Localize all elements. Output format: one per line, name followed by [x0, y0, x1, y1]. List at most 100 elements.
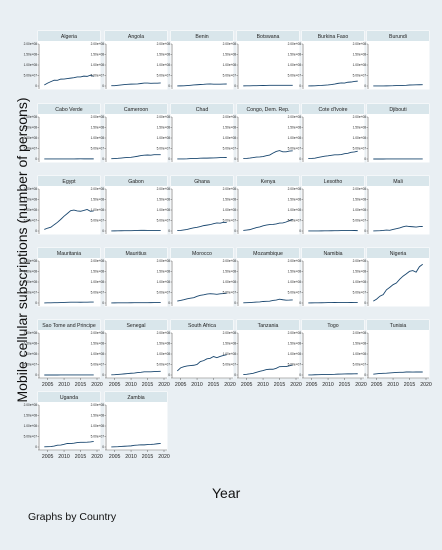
y-tick-label: 1.00e+08	[157, 208, 171, 212]
y-tick-label: 1.50e+08	[223, 342, 237, 346]
panel-title: Cote d'Ivoire	[319, 107, 348, 113]
y-tick-label: 1.50e+08	[353, 198, 367, 202]
y-tick-label: 0	[364, 229, 366, 233]
series-line	[308, 150, 358, 159]
y-tick-label: 1.00e+08	[288, 208, 302, 212]
y-tick-label: 0	[35, 373, 37, 377]
y-tick-label: 5.00e+07	[91, 219, 105, 223]
y-tick-label: 5.00e+07	[24, 435, 38, 439]
panel-title: Uganda	[60, 395, 78, 401]
y-tick-label: 5.00e+07	[91, 363, 105, 367]
y-tick-label: 1.50e+08	[353, 126, 367, 130]
y-tick-label: 5.00e+07	[288, 291, 302, 295]
y-tick-label: 2.00e+08	[353, 331, 367, 335]
series-line	[177, 83, 227, 87]
y-tick-label: 5.00e+07	[223, 291, 237, 295]
y-tick-label: 5.00e+07	[223, 74, 237, 78]
panel-title: Nigeria	[390, 251, 407, 257]
panel-title: Tanzania	[258, 323, 279, 329]
y-tick-label: 1.00e+08	[91, 63, 105, 67]
y-tick-label: 2.00e+08	[223, 331, 237, 335]
y-tick-label: 1.50e+08	[223, 53, 237, 57]
y-tick-label: 5.00e+07	[353, 147, 367, 151]
y-tick-label: 1.00e+08	[288, 280, 302, 284]
panel-header	[367, 320, 429, 330]
y-tick-label: 1.50e+08	[91, 270, 105, 274]
x-tick-label: 2020	[355, 382, 367, 388]
y-tick-label: 5.00e+07	[24, 363, 38, 367]
y-tick-label: 2.00e+08	[223, 187, 237, 191]
y-tick-label: 5.00e+07	[223, 147, 237, 151]
x-tick-label: 2020	[224, 382, 236, 388]
panel-header	[171, 320, 233, 330]
y-tick-label: 1.00e+08	[223, 280, 237, 284]
y-tick-label: 2.00e+08	[24, 42, 38, 46]
y-tick-label: 1.00e+08	[157, 136, 171, 140]
x-tick-label: 2010	[125, 454, 137, 460]
panel-title: Algeria	[61, 34, 77, 40]
panel-header	[302, 31, 364, 41]
y-tick-label: 0	[168, 157, 170, 161]
series-line	[373, 225, 423, 232]
panel-header	[38, 392, 100, 402]
panel-header	[367, 176, 429, 186]
panel-header	[237, 248, 299, 258]
x-axis-title: Year	[212, 485, 241, 501]
y-tick-label: 2.00e+08	[157, 331, 171, 335]
panel-title: Ghana	[194, 179, 210, 185]
x-tick-label: 2010	[257, 382, 269, 388]
y-tick-label: 1.50e+08	[288, 198, 302, 202]
y-tick-label: 1.50e+08	[24, 126, 38, 130]
y-tick-label: 0	[35, 157, 37, 161]
panel-title: Congo, Dem. Rep.	[247, 107, 290, 113]
y-tick-label: 0	[35, 301, 37, 305]
x-tick-label: 2020	[158, 382, 170, 388]
x-tick-label: 2015	[274, 382, 286, 388]
y-tick-label: 1.00e+08	[223, 63, 237, 67]
y-tick-label: 0	[35, 445, 37, 449]
y-tick-label: 2.00e+08	[288, 115, 302, 119]
y-tick-label: 1.00e+08	[157, 280, 171, 284]
y-axis-title-text: Mobile cellular subscriptions (number of…	[14, 97, 30, 403]
y-tick-label: 1.00e+08	[223, 208, 237, 212]
panel-header	[302, 320, 364, 330]
y-tick-label: 1.50e+08	[91, 126, 105, 130]
y-tick-label: 5.00e+07	[353, 291, 367, 295]
panel-title: Tunisia	[390, 323, 407, 329]
y-tick-label: 0	[102, 373, 104, 377]
series-line	[243, 150, 293, 160]
y-tick-label: 0	[299, 229, 301, 233]
y-tick-label: 0	[364, 157, 366, 161]
y-tick-label: 5.00e+07	[157, 74, 171, 78]
y-tick-label: 1.50e+08	[157, 126, 171, 130]
panel-header	[237, 176, 299, 186]
y-tick-label: 2.00e+08	[157, 115, 171, 119]
y-tick-label: 2.00e+08	[24, 403, 38, 407]
y-tick-label: 5.00e+07	[24, 291, 38, 295]
x-tick-label: 2015	[75, 454, 87, 460]
panel-header	[237, 320, 299, 330]
x-tick-label: 2005	[42, 382, 54, 388]
panel-header	[38, 176, 100, 186]
x-tick-label: 2010	[322, 382, 334, 388]
panel-title: Angola	[128, 34, 144, 40]
y-tick-label: 2.00e+08	[91, 115, 105, 119]
y-tick-label: 0	[299, 373, 301, 377]
series-line	[308, 373, 358, 376]
panel-title: Mauritius	[125, 251, 146, 257]
y-tick-label: 1.00e+08	[157, 63, 171, 67]
y-tick-label: 0	[364, 84, 366, 88]
y-tick-label: 1.50e+08	[288, 342, 302, 346]
panel-header	[105, 31, 167, 41]
y-tick-label: 5.00e+07	[91, 435, 105, 439]
series-line	[243, 84, 293, 87]
y-tick-label: 2.00e+08	[24, 259, 38, 263]
y-tick-label: 0	[35, 229, 37, 233]
y-tick-label: 1.50e+08	[91, 414, 105, 418]
x-tick-label: 2005	[42, 454, 54, 460]
panel-title: Senegal	[126, 323, 145, 329]
x-tick-label: 2010	[191, 382, 203, 388]
panel-header	[105, 176, 167, 186]
y-tick-label: 2.00e+08	[24, 115, 38, 119]
y-tick-label: 1.50e+08	[223, 198, 237, 202]
